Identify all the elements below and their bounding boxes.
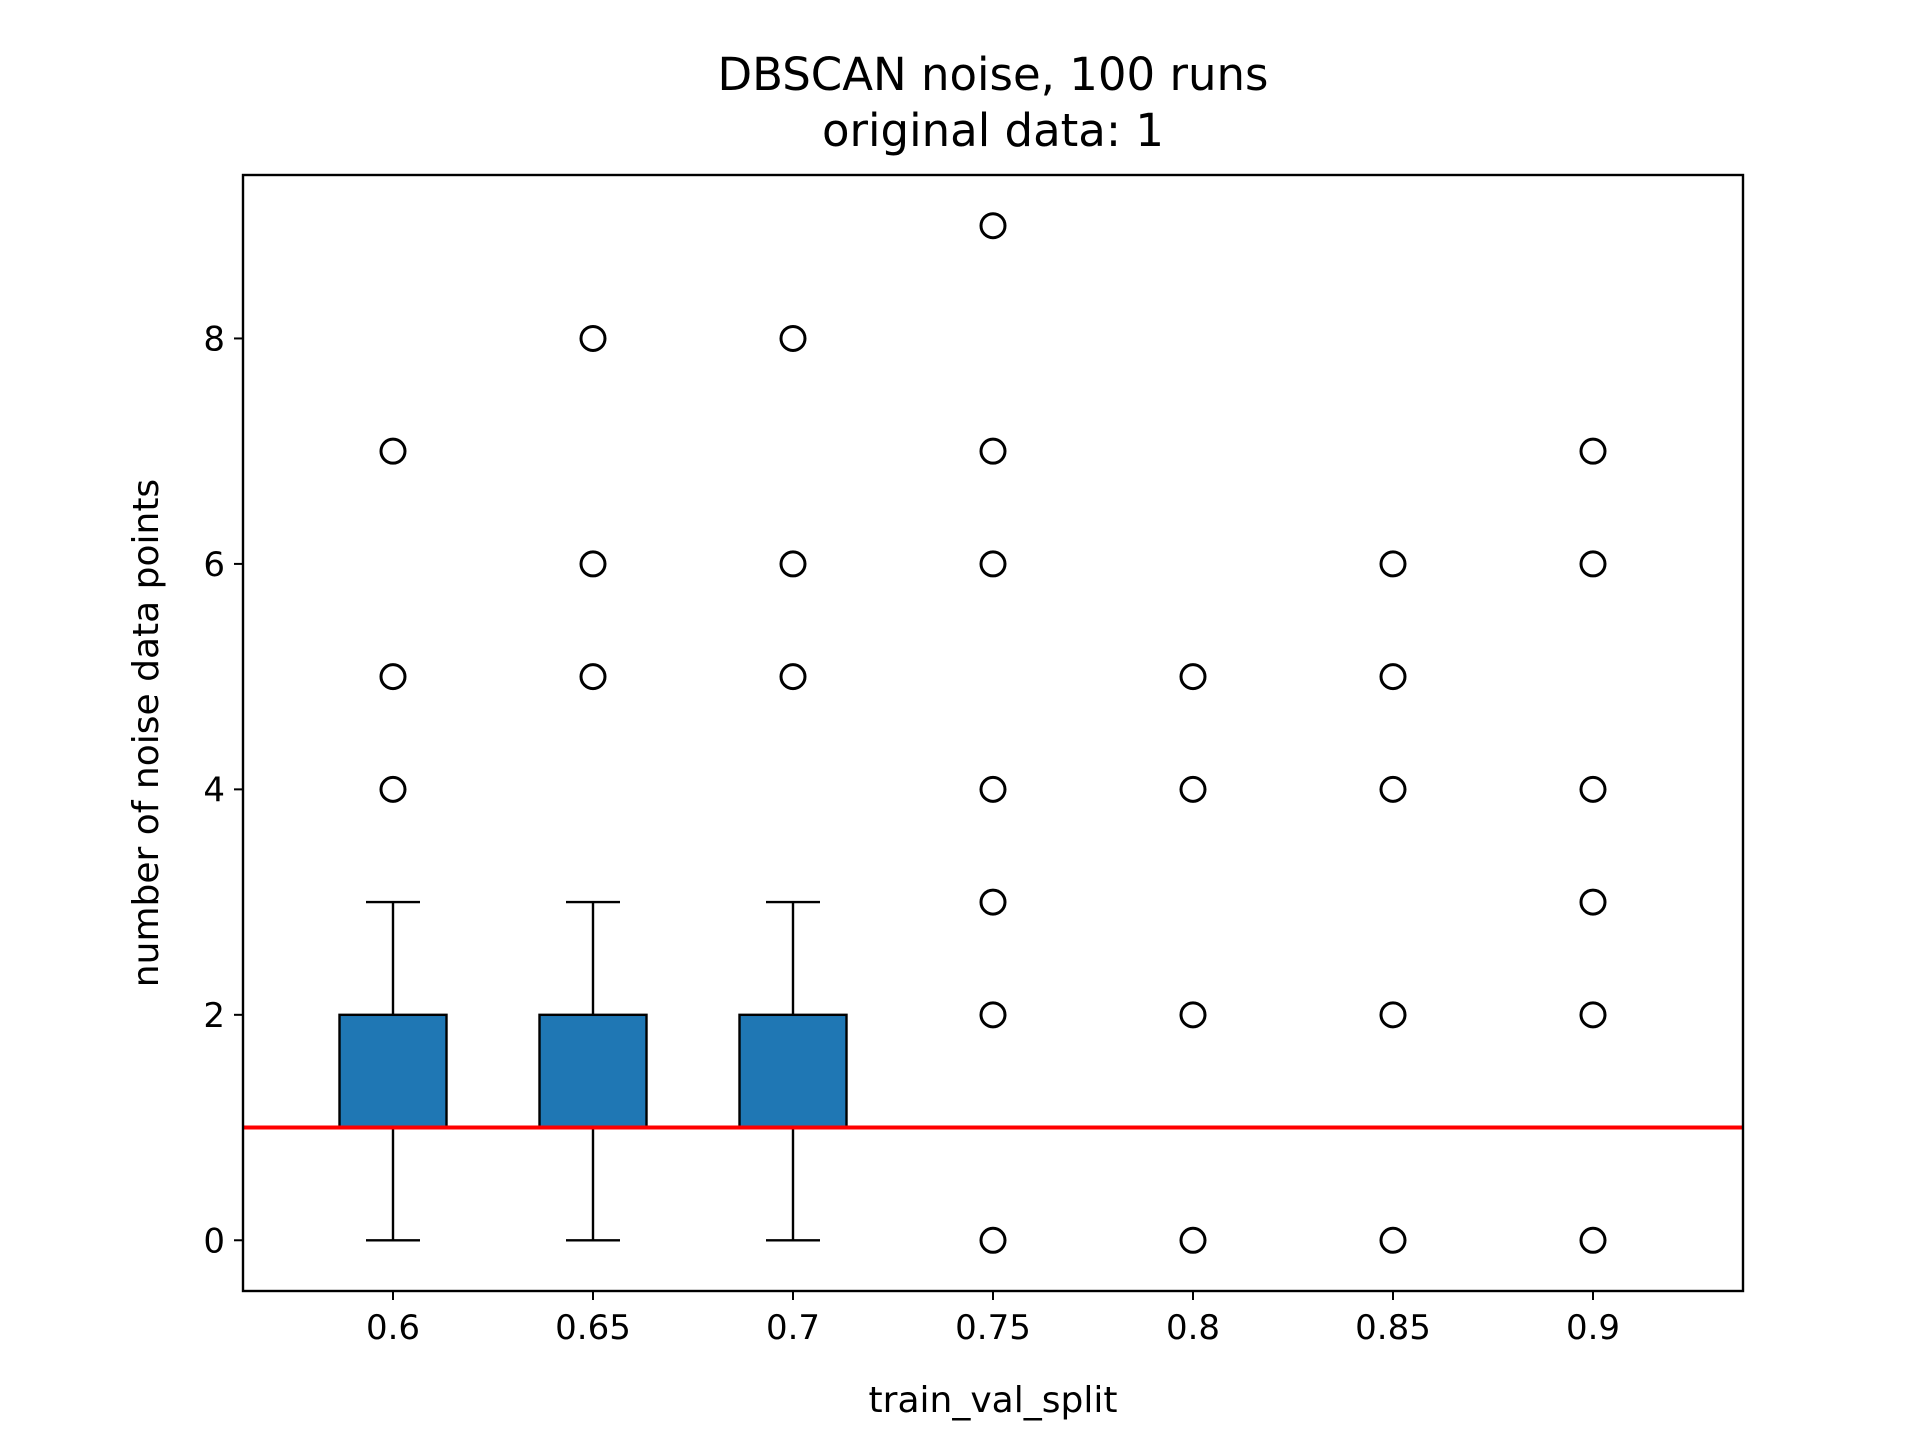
outlier-point xyxy=(1179,1001,1207,1029)
outlier-point xyxy=(1579,888,1607,916)
outlier-point xyxy=(979,550,1007,578)
chart-title: DBSCAN noise, 100 runs xyxy=(718,48,1269,101)
outlier-point xyxy=(779,324,807,352)
y-tick-label: 2 xyxy=(203,996,225,1036)
y-tick-label: 4 xyxy=(203,770,225,810)
x-tick-label: 0.75 xyxy=(955,1308,1031,1348)
outlier-point xyxy=(979,212,1007,240)
outlier-point xyxy=(579,550,607,578)
outlier-point xyxy=(1379,663,1407,691)
outlier-point xyxy=(1579,550,1607,578)
outlier-point xyxy=(979,1226,1007,1254)
box-0.7 xyxy=(738,324,848,1242)
y-axis-label: number of noise data points xyxy=(126,479,167,987)
outlier-point xyxy=(1379,775,1407,803)
x-tick-label: 0.85 xyxy=(1355,1308,1431,1348)
y-tick-label: 8 xyxy=(203,319,225,359)
outlier-point xyxy=(1579,437,1607,465)
outlier-point xyxy=(579,324,607,352)
box-0.6 xyxy=(338,437,448,1242)
outlier-point xyxy=(379,663,407,691)
outlier-point xyxy=(579,663,607,691)
outlier-point xyxy=(979,437,1007,465)
box-iqr xyxy=(738,1013,848,1129)
outlier-point xyxy=(979,1001,1007,1029)
box-iqr xyxy=(338,1013,448,1129)
x-axis-label: train_val_split xyxy=(869,1380,1118,1421)
outlier-point xyxy=(979,888,1007,916)
outlier-point xyxy=(1179,775,1207,803)
x-tick-label: 0.65 xyxy=(555,1308,631,1348)
plot-area xyxy=(243,212,1743,1254)
x-axis: 0.6 0.65 0.7 0.75 0.8 0.85 0.9 xyxy=(366,1291,1620,1348)
chart-subtitle: original data: 1 xyxy=(822,104,1164,157)
outlier-point xyxy=(779,663,807,691)
outlier-point xyxy=(1579,775,1607,803)
outlier-point xyxy=(379,437,407,465)
x-tick-label: 0.9 xyxy=(1566,1308,1620,1348)
outlier-point xyxy=(1579,1226,1607,1254)
y-axis: 0 2 4 6 8 xyxy=(203,319,243,1261)
outlier-point xyxy=(979,775,1007,803)
outlier-point xyxy=(1379,1226,1407,1254)
outlier-point xyxy=(779,550,807,578)
x-tick-label: 0.8 xyxy=(1166,1308,1220,1348)
y-tick-label: 6 xyxy=(203,545,225,585)
outlier-point xyxy=(1179,1226,1207,1254)
outlier-point xyxy=(1379,1001,1407,1029)
x-tick-label: 0.7 xyxy=(766,1308,820,1348)
outlier-point xyxy=(379,775,407,803)
outlier-point xyxy=(1379,550,1407,578)
box-iqr xyxy=(538,1013,648,1129)
outlier-point xyxy=(1179,663,1207,691)
y-tick-label: 0 xyxy=(203,1221,225,1261)
x-tick-label: 0.6 xyxy=(366,1308,420,1348)
outlier-point xyxy=(1579,1001,1607,1029)
